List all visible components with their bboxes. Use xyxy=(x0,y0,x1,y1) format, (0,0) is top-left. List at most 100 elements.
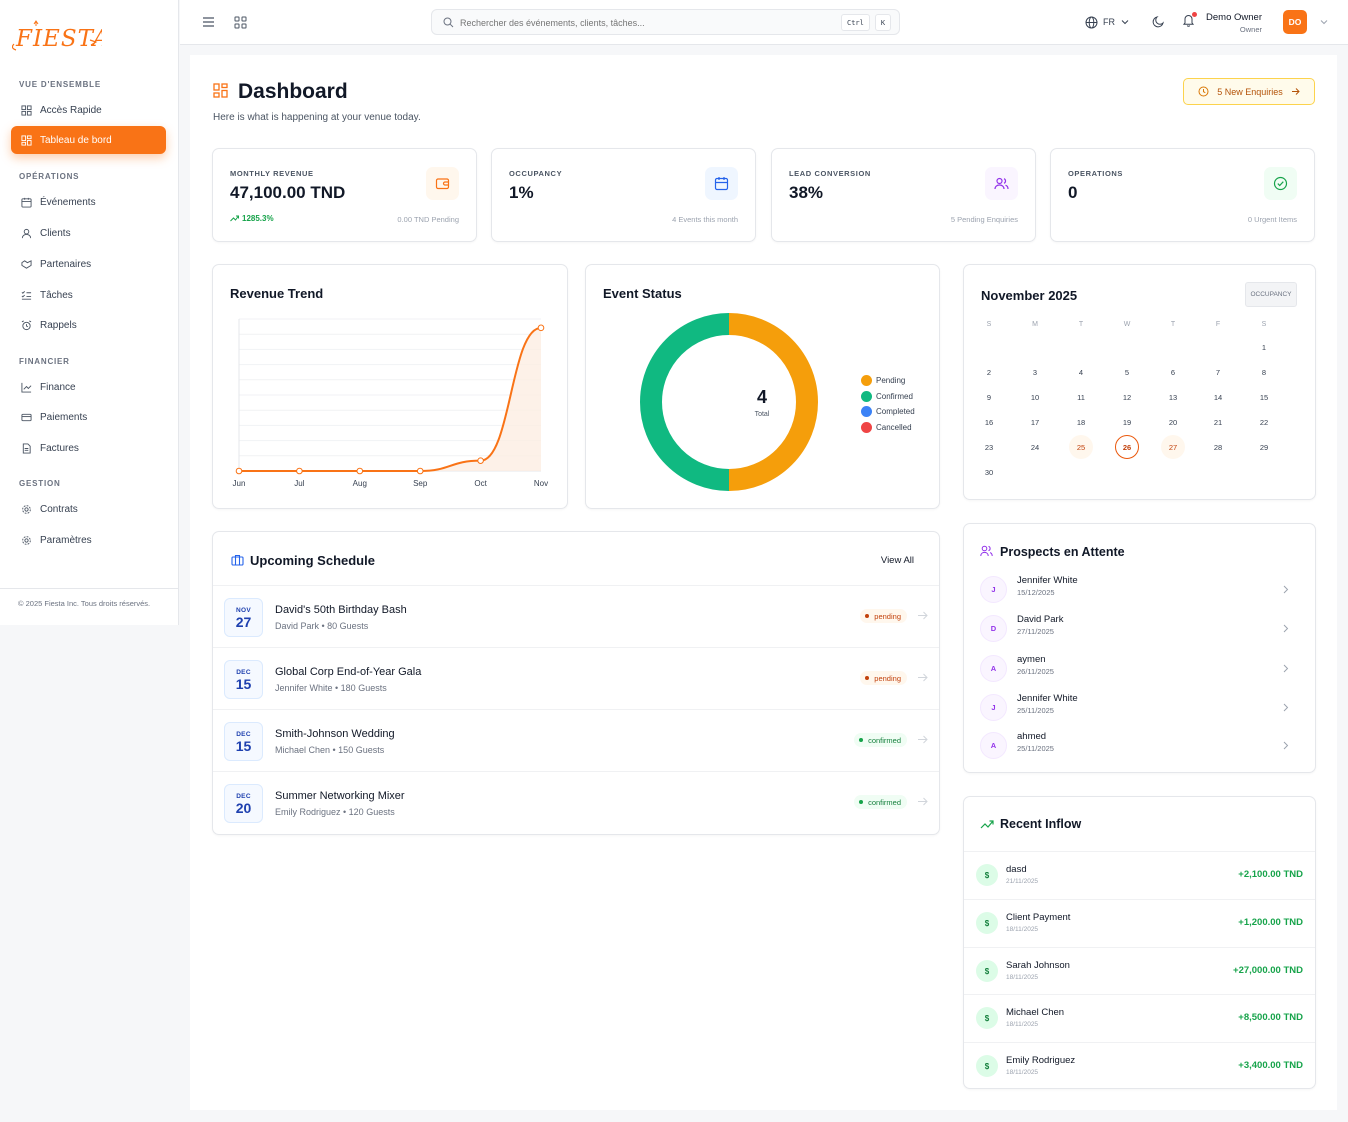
calendar-day[interactable]: 4 xyxy=(1078,367,1084,377)
calendar-day[interactable]: 16 xyxy=(984,417,994,427)
prospect-item[interactable]: J Jennifer White 15/12/2025 xyxy=(980,572,1300,608)
data-point[interactable] xyxy=(416,467,424,475)
calendar-day[interactable]: 9 xyxy=(986,392,992,402)
credit-card-icon xyxy=(21,413,32,421)
user-icon xyxy=(21,228,32,238)
kpi-card-occupancy[interactable]: OCCUPANCY 1% 4 Events this month xyxy=(491,148,756,242)
calendar-day[interactable]: 5 xyxy=(1124,367,1130,377)
calendar-day[interactable]: 22 xyxy=(1259,417,1269,427)
calendar-day[interactable]: 7 xyxy=(1215,367,1221,377)
sidebar-item-evenements[interactable]: Événements xyxy=(11,188,166,216)
kpi-sub: 0 Urgent Items xyxy=(1247,215,1297,224)
arrow-right-icon[interactable] xyxy=(917,796,928,807)
schedule-row[interactable]: NOV 27 David's 50th Birthday Bash David P… xyxy=(213,585,939,647)
avatar[interactable]: DO xyxy=(1283,10,1307,34)
sidebar-item-clients[interactable]: Clients xyxy=(11,219,166,247)
users-icon xyxy=(994,177,1009,190)
calendar-day[interactable]: 3 xyxy=(1032,367,1038,377)
schedule-row[interactable]: DEC 15 Smith-Johnson Wedding Michael Chen… xyxy=(213,709,939,771)
donut-slice-pending[interactable] xyxy=(728,313,818,491)
sidebar-item-factures[interactable]: Factures xyxy=(11,434,166,462)
view-all-link[interactable]: View All xyxy=(880,555,914,566)
calendar-day[interactable]: 14 xyxy=(1213,392,1223,402)
donut-slice-confirmed[interactable] xyxy=(640,313,730,491)
chevron-right-icon xyxy=(1283,585,1289,594)
sidebar-item-finance[interactable]: Finance xyxy=(11,373,166,401)
calendar-day[interactable]: 13 xyxy=(1168,392,1178,402)
inflow-row[interactable]: $ Client Payment 18/11/2025 +1,200.00 TN… xyxy=(964,899,1315,947)
sidebar-item-parametres[interactable]: Paramètres xyxy=(11,526,166,554)
data-point[interactable] xyxy=(296,467,303,475)
calendar-day[interactable]: 17 xyxy=(1030,417,1040,427)
data-point[interactable] xyxy=(477,457,484,464)
inflow-row[interactable]: $ Sarah Johnson 18/11/2025 +27,000.00 TN… xyxy=(964,947,1315,995)
inflow-row[interactable]: $ Emily Rodriguez 18/11/2025 +3,400.00 T… xyxy=(964,1042,1315,1090)
fiesta-logo[interactable]: FIESTA xyxy=(12,18,102,54)
kpi-card-monthly-revenue[interactable]: MONTHLY REVENUE 47,100.00 TND 1285.3% 0.… xyxy=(212,148,477,242)
sidebar-item-paiements[interactable]: Paiements xyxy=(11,403,166,431)
calendar-day[interactable]: 11 xyxy=(1077,392,1085,402)
occupancy-badge[interactable]: OCCUPANCY xyxy=(1245,282,1297,307)
arrow-right-icon[interactable] xyxy=(917,672,928,683)
calendar-day[interactable]: 2 xyxy=(986,367,992,377)
new-enquiries-button[interactable]: 5 New Enquiries xyxy=(1183,78,1315,105)
sidebar-item-acces-rapide[interactable]: Accès Rapide xyxy=(11,96,166,124)
language-selector[interactable]: FR xyxy=(1085,14,1129,30)
chevron-down-icon[interactable] xyxy=(1320,18,1328,26)
schedule-row[interactable]: DEC 15 Global Corp End-of-Year Gala Jenni… xyxy=(213,647,939,709)
calendar-day[interactable]: 28 xyxy=(1213,442,1223,452)
inflow-row[interactable]: $ Michael Chen 18/11/2025 +8,500.00 TND xyxy=(964,994,1315,1042)
menu-icon[interactable] xyxy=(202,16,215,28)
calendar-day[interactable]: 21 xyxy=(1213,417,1223,427)
search-box[interactable]: Ctrl K xyxy=(431,9,900,35)
sidebar-item-taches[interactable]: Tâches xyxy=(11,281,166,309)
dollar-icon: $ xyxy=(976,1055,998,1077)
search-input[interactable] xyxy=(460,14,830,31)
data-point[interactable] xyxy=(235,467,243,475)
kpi-card-operations[interactable]: OPERATIONS 0 0 Urgent Items xyxy=(1050,148,1315,242)
kpi-sub: 5 Pending Enquiries xyxy=(950,215,1018,224)
schedule-row[interactable]: DEC 20 Summer Networking Mixer Emily Rodr… xyxy=(213,771,939,833)
calendar-day[interactable]: 20 xyxy=(1168,417,1178,427)
calendar-day[interactable]: 27 xyxy=(1161,435,1185,459)
prospect-item[interactable]: A ahmed 25/11/2025 xyxy=(980,728,1300,764)
inflow-row[interactable]: $ dasd 21/11/2025 +2,100.00 TND xyxy=(964,851,1315,899)
calendar-day[interactable]: 25 xyxy=(1069,435,1093,459)
calendar-day[interactable]: 18 xyxy=(1076,417,1086,427)
sidebar-item-partenaires[interactable]: Partenaires xyxy=(11,250,166,278)
kpi-card-lead-conversion[interactable]: LEAD CONVERSION 38% 5 Pending Enquiries xyxy=(771,148,1036,242)
calendar-day[interactable]: 26 xyxy=(1115,435,1139,459)
calendar-day[interactable]: 24 xyxy=(1030,442,1040,452)
arrow-right-icon[interactable] xyxy=(917,610,928,621)
notifications-button[interactable] xyxy=(1182,12,1198,29)
kpi-label: OPERATIONS xyxy=(1068,169,1124,178)
calendar-day[interactable]: 10 xyxy=(1030,392,1040,402)
status-label: pending xyxy=(874,611,901,621)
user-role: Owner xyxy=(1239,25,1262,34)
sidebar-item-rappels[interactable]: Rappels xyxy=(11,311,166,339)
inflow-amount: +1,200.00 TND xyxy=(1238,917,1303,928)
calendar-day[interactable]: 15 xyxy=(1259,392,1269,402)
apps-grid-icon[interactable] xyxy=(234,16,247,29)
prospect-item[interactable]: D David Park 27/11/2025 xyxy=(980,611,1300,647)
prospect-date: 25/11/2025 xyxy=(1017,744,1054,753)
calendar-day[interactable]: 19 xyxy=(1122,417,1132,427)
calendar-day[interactable]: 8 xyxy=(1261,367,1267,377)
calendar-day[interactable]: 30 xyxy=(984,467,994,477)
data-point[interactable] xyxy=(356,467,364,475)
dark-mode-icon[interactable] xyxy=(1152,15,1165,28)
sidebar-item-tableau-de-bord[interactable]: Tableau de bord xyxy=(11,126,166,154)
calendar-day[interactable]: 1 xyxy=(1261,342,1267,352)
arrow-right-icon[interactable] xyxy=(917,734,928,745)
calendar-day[interactable]: 23 xyxy=(984,442,994,452)
status-dot xyxy=(865,676,870,680)
donut-total-label: Total xyxy=(754,411,770,418)
chevron-right-icon xyxy=(1283,741,1289,750)
sidebar-item-contrats[interactable]: Contrats xyxy=(11,495,166,523)
calendar-day[interactable]: 12 xyxy=(1122,392,1132,402)
calendar-day[interactable]: 6 xyxy=(1170,367,1176,377)
prospect-item[interactable]: J Jennifer White 25/11/2025 xyxy=(980,690,1300,726)
prospect-item[interactable]: A aymen 26/11/2025 xyxy=(980,651,1300,687)
data-point[interactable] xyxy=(537,324,545,332)
calendar-day[interactable]: 29 xyxy=(1259,442,1269,452)
